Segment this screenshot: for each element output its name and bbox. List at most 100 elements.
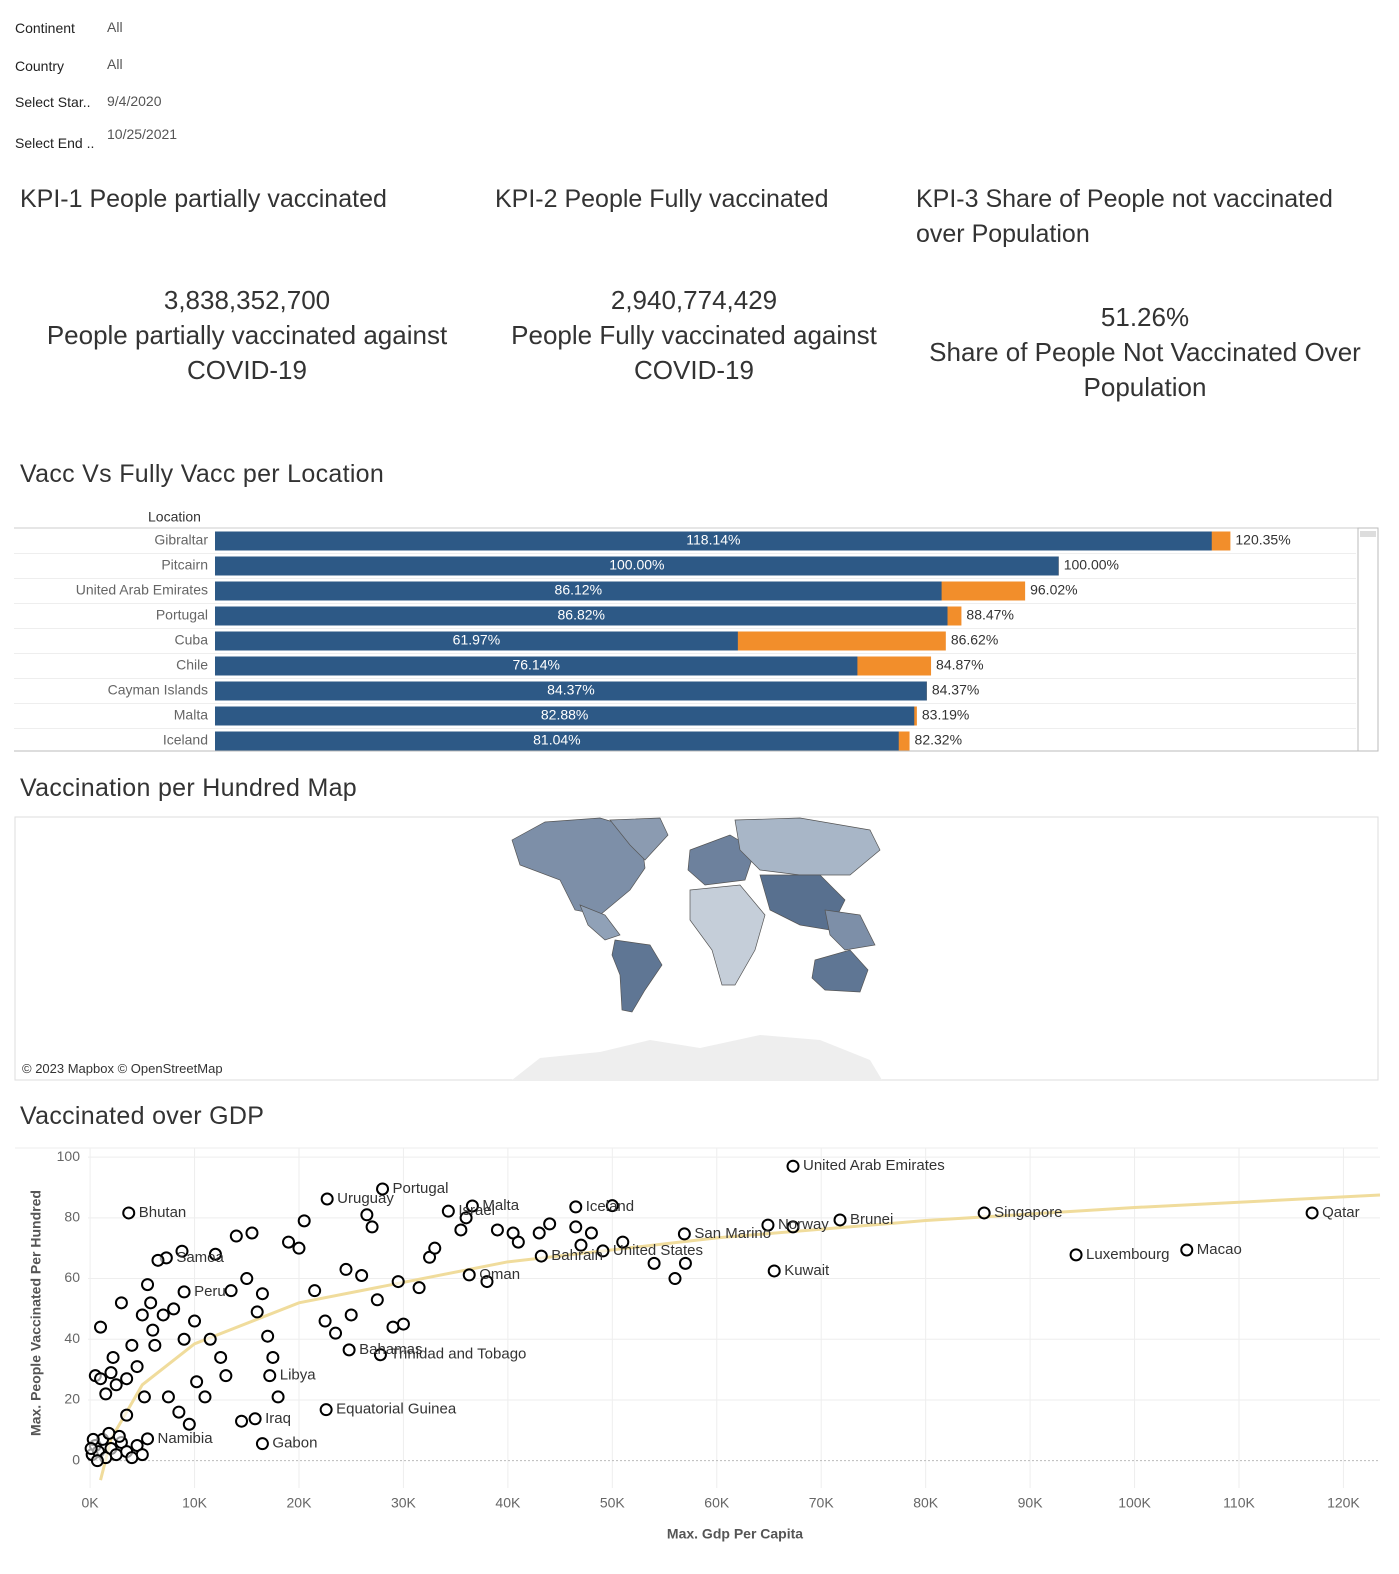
filter-value[interactable]: All (107, 19, 123, 35)
chart-title: Vaccinated over GDP (20, 1102, 265, 1130)
point-label: Kuwait (784, 1262, 830, 1279)
point (342, 1343, 356, 1357)
category-label: Cayman Islands (108, 682, 208, 698)
filter-label: Country (15, 58, 65, 74)
point (255, 1437, 269, 1451)
point (490, 1223, 504, 1237)
point (534, 1249, 548, 1263)
point (569, 1200, 583, 1214)
point-label: Iceland (586, 1198, 634, 1215)
kpi-title: KPI-1 People partially vaccinated (20, 185, 387, 213)
point-label: United Arab Emirates (803, 1157, 945, 1174)
filter-value[interactable]: 9/4/2020 (107, 93, 162, 109)
bar-label: 81.04% (533, 732, 580, 748)
bar-label: 84.37% (547, 682, 594, 698)
x-tick-label: 70K (809, 1495, 835, 1511)
point-label: Bahamas (359, 1341, 422, 1358)
point-label: United States (613, 1242, 703, 1259)
x-tick-label: 80K (913, 1495, 939, 1511)
bar-label: 61.97% (453, 632, 500, 648)
point (198, 1390, 212, 1404)
filter-label: Select End .. (15, 135, 95, 151)
point (125, 1451, 139, 1465)
point (229, 1229, 243, 1243)
point (104, 1366, 118, 1380)
point (318, 1314, 332, 1328)
bar (215, 556, 1059, 576)
point (141, 1278, 155, 1292)
point (319, 1403, 333, 1417)
point (263, 1369, 277, 1383)
point (161, 1390, 175, 1404)
point (146, 1323, 160, 1337)
africa (689, 884, 766, 986)
x-tick-label: 90K (1018, 1495, 1044, 1511)
antarctica (512, 1035, 882, 1080)
point-label: Iraq (265, 1410, 291, 1427)
point (761, 1218, 775, 1232)
point (365, 1220, 379, 1234)
point (208, 1247, 222, 1261)
point (511, 1235, 525, 1249)
total-label: 84.87% (936, 657, 983, 673)
x-tick-label: 30K (391, 1495, 417, 1511)
x-tick-label: 120K (1327, 1495, 1360, 1511)
point (109, 1448, 123, 1462)
kpi-caption: People partially vaccinated against COVI… (46, 320, 448, 385)
point (320, 1192, 334, 1206)
y-tick-label: 0 (72, 1451, 80, 1467)
point (255, 1287, 269, 1301)
scroll-arrow[interactable] (1360, 531, 1376, 537)
y-tick-label: 40 (64, 1330, 80, 1346)
point (396, 1317, 410, 1331)
south-america (611, 939, 663, 1013)
bar (215, 606, 948, 626)
point (647, 1256, 661, 1270)
point-label: Luxembourg (1086, 1246, 1169, 1263)
category-label: Gibraltar (154, 532, 208, 548)
bar-label: 86.82% (558, 607, 605, 623)
point (266, 1350, 280, 1364)
total-label: 86.62% (951, 632, 998, 648)
bar (215, 706, 915, 726)
point (767, 1264, 781, 1278)
total-label: 120.35% (1235, 532, 1290, 548)
point-label: Singapore (994, 1204, 1062, 1221)
kpi-caption: People Fully vaccinated against COVID-19 (511, 320, 877, 385)
point (569, 1220, 583, 1234)
kpi-value: 51.26% (1100, 302, 1190, 332)
point (94, 1372, 108, 1386)
y-tick-label: 80 (64, 1209, 80, 1225)
point-label: Libya (280, 1367, 317, 1384)
point (99, 1387, 113, 1401)
point (1069, 1248, 1083, 1262)
point (373, 1348, 387, 1362)
point-label: Norway (778, 1216, 829, 1233)
point (339, 1262, 353, 1276)
x-tick-label: 0K (82, 1495, 100, 1511)
point (240, 1272, 254, 1286)
point (190, 1375, 204, 1389)
bar-label: 100.00% (609, 557, 664, 573)
point (224, 1284, 238, 1298)
point (214, 1350, 228, 1364)
chart-title: Vacc Vs Fully Vacc per Location (20, 460, 385, 488)
point (248, 1412, 262, 1426)
point (84, 1442, 98, 1456)
point (120, 1372, 134, 1386)
scrollbar[interactable] (1357, 527, 1379, 752)
total-label: 84.37% (932, 682, 979, 698)
point (148, 1338, 162, 1352)
kpi-card: 51.26% Share of People Not Vaccinated Ov… (920, 300, 1370, 405)
bar (215, 581, 942, 601)
point (106, 1350, 120, 1364)
point (167, 1302, 181, 1316)
filter-value[interactable]: All (107, 56, 123, 72)
filter-value[interactable]: 10/25/2021 (107, 126, 178, 142)
point (480, 1275, 494, 1289)
point (459, 1211, 473, 1225)
point-label: Brunei (850, 1211, 893, 1228)
point-label: Portugal (393, 1180, 449, 1197)
point-label: Namibia (158, 1430, 214, 1447)
